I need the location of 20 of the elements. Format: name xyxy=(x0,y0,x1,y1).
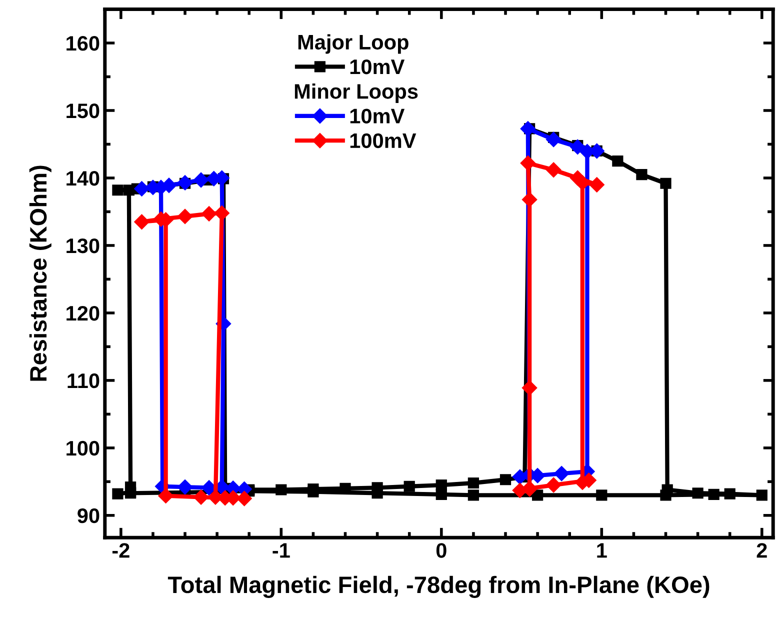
x-tick-label: 2 xyxy=(756,543,767,558)
x-tick-label: -1 xyxy=(272,543,290,558)
x-tick-label: -2 xyxy=(112,543,130,558)
x-tick-label: 1 xyxy=(597,543,607,558)
x-tick-label: 0 xyxy=(436,543,446,558)
legend-title: Major Loop xyxy=(298,34,408,54)
annotation: Minor Loops xyxy=(294,84,418,103)
y-tick-label: 90 xyxy=(78,508,100,524)
y-tick-label: 110 xyxy=(68,373,100,388)
legend-label: 10mV xyxy=(350,59,405,74)
y-tick-label: 120 xyxy=(66,306,100,321)
legend-label: 10mV xyxy=(350,108,405,124)
y-tick-label: 150 xyxy=(66,103,100,118)
y-tick-label: 140 xyxy=(66,170,100,186)
y-tick-label: 130 xyxy=(66,238,100,254)
legend-label: 100mV xyxy=(350,133,416,148)
y-tick-label: 160 xyxy=(66,36,100,51)
x-axis-title: Total Magnetic Field, -78deg from In-Plane (KOe) xyxy=(168,576,710,598)
y-tick-label: 100 xyxy=(66,440,100,456)
y-axis-title: Resistance (KOhm) xyxy=(29,166,52,381)
